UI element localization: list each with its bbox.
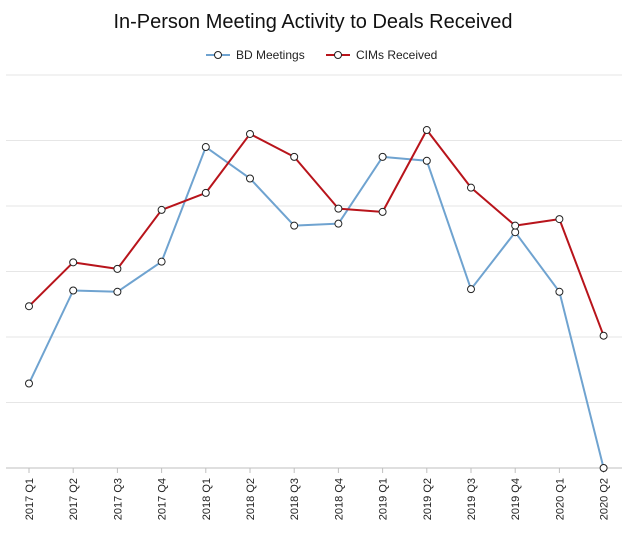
data-point-cims-received [25, 302, 33, 311]
data-point-bd-meetings [246, 174, 254, 183]
x-tick-label: 2019 Q2 [422, 478, 434, 520]
data-point-cims-received [511, 221, 520, 230]
x-tick-label: 2018 Q1 [201, 478, 213, 520]
data-point-bd-meetings [511, 228, 520, 237]
data-point-cims-received [599, 331, 608, 340]
data-point-cims-received [422, 126, 431, 135]
series-cims-received [25, 126, 608, 340]
legend-marker-bd-meetings [214, 51, 222, 59]
gridlines [6, 74, 622, 403]
data-point-bd-meetings [334, 219, 343, 228]
data-point-bd-meetings [555, 287, 564, 296]
data-point-cims-received [246, 129, 254, 138]
data-point-bd-meetings [467, 285, 475, 294]
data-point-bd-meetings [157, 257, 166, 266]
data-point-bd-meetings [378, 152, 387, 161]
x-tick-label: 2018 Q3 [289, 478, 301, 520]
data-point-bd-meetings [422, 156, 431, 165]
x-tick-label: 2019 Q4 [510, 478, 522, 520]
x-tick-label: 2020 Q2 [599, 478, 611, 520]
x-tick-label: 2019 Q3 [466, 478, 478, 520]
plot-area [25, 126, 608, 472]
data-point-cims-received [201, 188, 210, 197]
legend: BD Meetings CIMs Received [206, 48, 437, 62]
data-point-cims-received [69, 258, 78, 267]
series-line-bd-meetings [28, 146, 605, 469]
x-tick-label: 2017 Q1 [24, 478, 36, 520]
data-point-bd-meetings [113, 287, 122, 296]
data-point-bd-meetings [25, 379, 33, 388]
data-point-bd-meetings [290, 221, 299, 230]
x-tick-label: 2018 Q2 [245, 478, 257, 520]
x-tick-label: 2017 Q2 [68, 478, 80, 520]
data-point-cims-received [555, 215, 564, 224]
legend-label-cims-received: CIMs Received [356, 48, 437, 62]
data-point-cims-received [378, 207, 387, 216]
data-point-cims-received [467, 183, 475, 192]
legend-marker-cims-received [334, 51, 342, 59]
data-point-bd-meetings [599, 464, 608, 472]
data-point-bd-meetings [69, 286, 78, 295]
data-point-cims-received [290, 152, 299, 161]
x-axis-ticks: 2017 Q1 2017 Q2 2017 Q3 2017 Q4 2018 Q1 2018 … [24, 468, 611, 520]
x-tick-label: 2017 Q4 [157, 478, 169, 520]
x-tick-label: 2020 Q1 [554, 478, 566, 520]
data-point-cims-received [334, 204, 343, 213]
x-tick-label: 2018 Q4 [333, 478, 345, 520]
series-line-cims-received [28, 129, 605, 337]
legend-item-bd-meetings: BD Meetings [206, 48, 305, 62]
legend-label-bd-meetings: BD Meetings [236, 48, 305, 62]
legend-item-cims-received: CIMs Received [326, 48, 437, 62]
x-tick-label: 2017 Q3 [112, 478, 124, 520]
data-point-cims-received [113, 264, 122, 273]
series-bd-meetings [25, 143, 608, 472]
chart-title: In-Person Meeting Activity to Deals Rece… [113, 11, 512, 33]
data-point-bd-meetings [201, 143, 210, 152]
data-point-cims-received [157, 205, 166, 214]
x-tick-label: 2019 Q1 [378, 478, 390, 520]
